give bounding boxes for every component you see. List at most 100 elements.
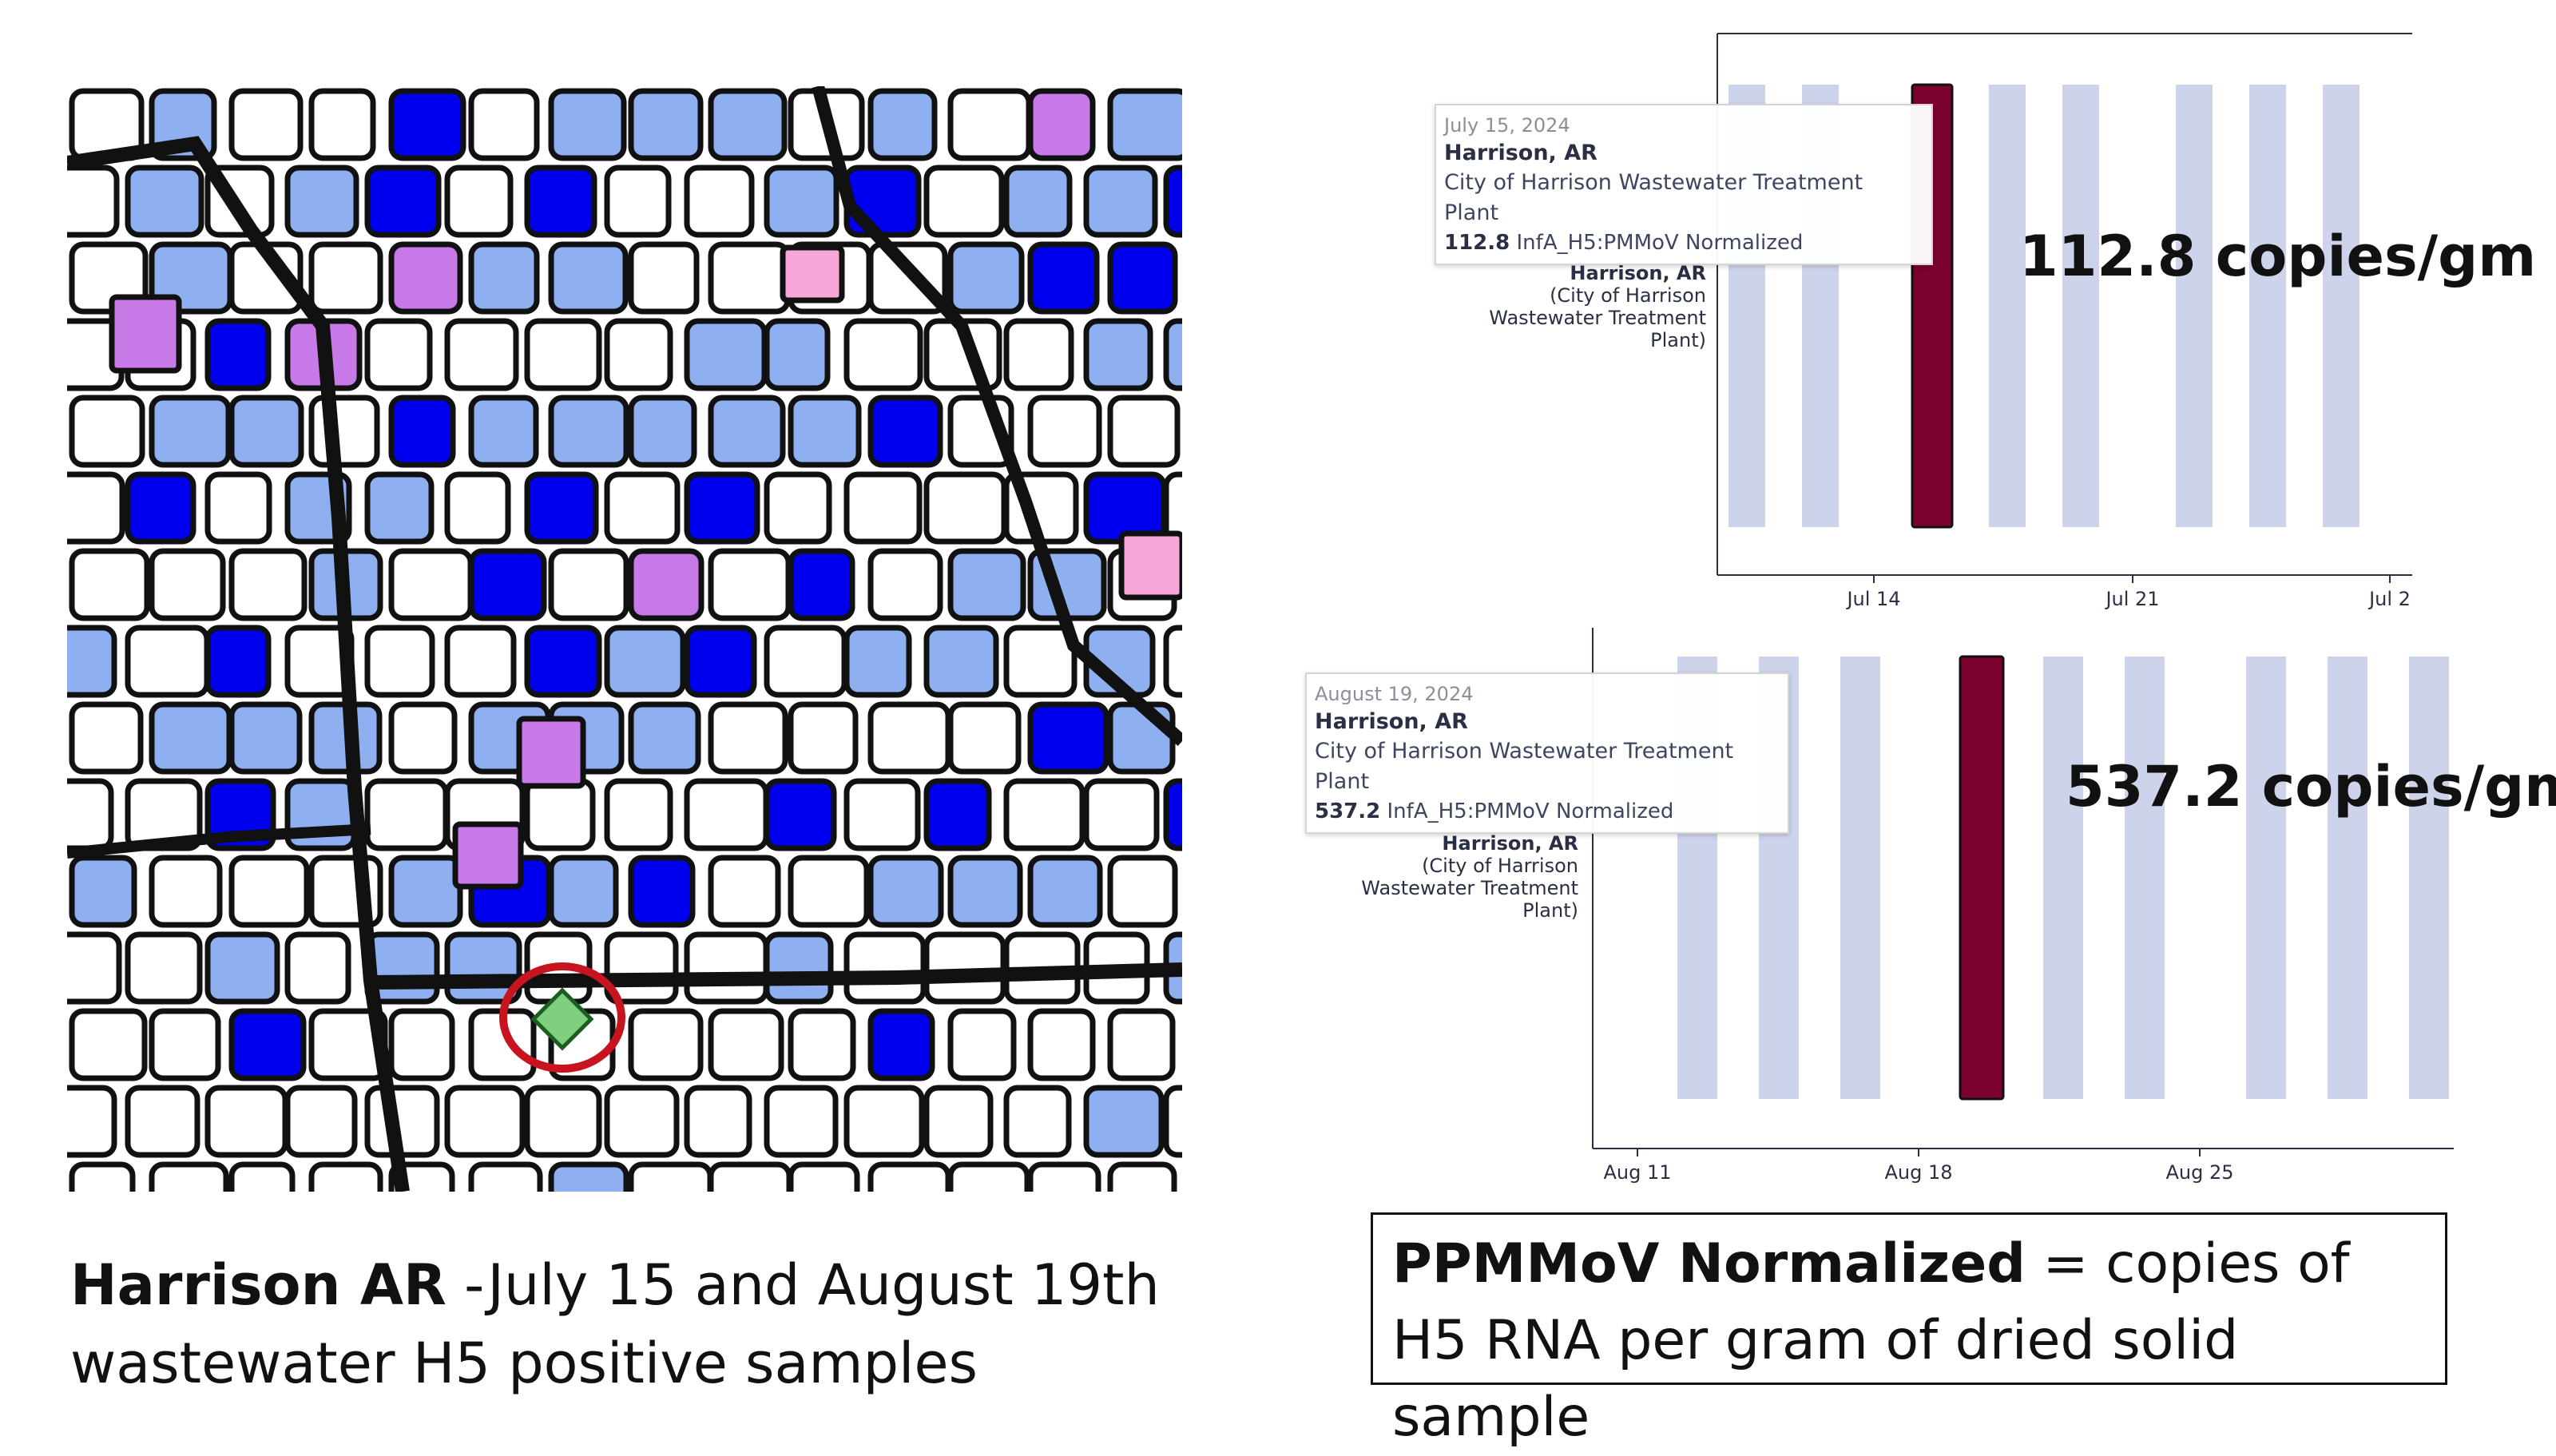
county-shape xyxy=(1163,778,1182,851)
county-shape xyxy=(788,548,855,621)
chart-august-svg: Aug 11 Aug 18 Aug 25 xyxy=(1592,628,2454,1184)
county-shape xyxy=(516,716,586,789)
county-shape xyxy=(1083,778,1160,851)
county-shape xyxy=(109,294,182,374)
chart-august: Aug 11 Aug 18 Aug 25 Harrison, AR (City of… xyxy=(1294,623,2556,1198)
tooltip-metric: InfA_H5:PMMoV Normalized xyxy=(1387,799,1674,823)
data-bar xyxy=(2409,657,2449,1099)
county-shape xyxy=(628,88,704,161)
county-shape xyxy=(947,88,1032,161)
county-shape xyxy=(1027,701,1109,775)
data-bar xyxy=(2246,657,2286,1099)
tooltip-value-number: 537.2 xyxy=(1315,799,1381,823)
county-shape xyxy=(388,548,474,621)
county-shape xyxy=(125,471,196,545)
county-shape xyxy=(388,88,466,161)
county-shape xyxy=(923,778,992,851)
county-shape xyxy=(843,318,923,391)
county-shape xyxy=(364,471,435,545)
x-tick-label: Jul 14 xyxy=(1845,588,1900,610)
county-shape xyxy=(867,701,951,775)
county-shape xyxy=(684,778,769,851)
county-shape xyxy=(204,1085,288,1158)
county-shape xyxy=(524,1085,602,1158)
county-shape xyxy=(67,1085,117,1158)
county-shape xyxy=(923,625,999,698)
category-line: (City of Harrison xyxy=(1550,284,1706,307)
county-shape xyxy=(69,395,145,468)
county-shape xyxy=(684,625,757,698)
county-shape xyxy=(1107,701,1176,775)
chart-july-category-label: Harrison, AR (City of Harrison Wastewate… xyxy=(1422,262,1706,351)
county-shape xyxy=(524,318,602,391)
county-shape xyxy=(923,471,1007,545)
county-shape xyxy=(524,471,599,545)
county-shape xyxy=(452,821,524,890)
county-shape xyxy=(947,1161,1030,1192)
county-shape xyxy=(684,1085,752,1158)
county-shape xyxy=(388,701,458,775)
county-shape xyxy=(867,1161,951,1192)
county-shape xyxy=(1163,318,1182,391)
county-shape xyxy=(867,88,938,161)
county-shape xyxy=(308,241,383,315)
county-shape xyxy=(125,931,203,1005)
county-shape xyxy=(1107,395,1181,468)
county-shape xyxy=(524,165,597,238)
county-shape xyxy=(524,778,596,851)
highlighted-bar xyxy=(1959,655,2005,1101)
county-shape xyxy=(628,241,700,315)
county-shape xyxy=(228,855,310,928)
county-shape xyxy=(708,701,788,775)
county-shape xyxy=(780,244,845,303)
map-caption: Harrison AR -July 15 and August 19th was… xyxy=(70,1246,1268,1402)
state-boundary xyxy=(370,962,1182,990)
county-shape xyxy=(843,471,923,545)
county-shape xyxy=(1027,1161,1101,1192)
category-line: Wastewater Treatment xyxy=(1489,307,1706,329)
county-shape xyxy=(308,88,376,161)
county-shape xyxy=(947,1008,1017,1081)
county-map xyxy=(67,86,1182,1192)
county-shape xyxy=(604,318,673,391)
county-shape xyxy=(708,1008,784,1081)
county-shape xyxy=(604,1085,680,1158)
tooltip-value: 537.2 InfA_H5:PMMoV Normalized xyxy=(1315,797,1780,826)
county-shape xyxy=(228,1008,307,1081)
county-shape xyxy=(764,1085,839,1158)
county-shape xyxy=(843,778,921,851)
data-bar xyxy=(2125,657,2165,1099)
county-shape xyxy=(628,395,697,468)
county-shape xyxy=(764,625,847,698)
county-shape xyxy=(708,241,791,315)
county-shape xyxy=(1003,318,1074,391)
tooltip-metric: InfA_H5:PMMoV Normalized xyxy=(1516,231,1804,255)
county-shape xyxy=(684,165,755,238)
county-shape xyxy=(308,395,380,468)
caption-description: wastewater H5 positive samples xyxy=(70,1331,978,1396)
county-shape xyxy=(388,241,463,315)
county-shape xyxy=(149,701,232,775)
county-shape xyxy=(604,625,686,698)
county-shape xyxy=(548,548,629,621)
county-shape xyxy=(843,1085,925,1158)
county-shape xyxy=(228,395,304,468)
county-shape xyxy=(764,318,831,391)
county-shape xyxy=(843,931,927,1005)
county-shape xyxy=(1027,241,1100,315)
county-shape xyxy=(284,1085,358,1158)
county-shape xyxy=(468,395,539,468)
tooltip-date: July 15, 2024 xyxy=(1444,114,1570,137)
data-bar xyxy=(2249,85,2286,527)
county-shape xyxy=(69,548,150,621)
county-shape xyxy=(1163,1085,1182,1158)
county-shape xyxy=(1107,1008,1176,1081)
county-shape xyxy=(1163,471,1182,545)
county-shape xyxy=(867,855,944,928)
county-shape xyxy=(228,88,304,161)
red-circle-highlight-icon xyxy=(499,962,625,1073)
county-shape xyxy=(1083,165,1158,238)
county-shape xyxy=(149,1008,221,1081)
county-shape xyxy=(1107,241,1178,315)
county-shape xyxy=(69,1008,148,1081)
